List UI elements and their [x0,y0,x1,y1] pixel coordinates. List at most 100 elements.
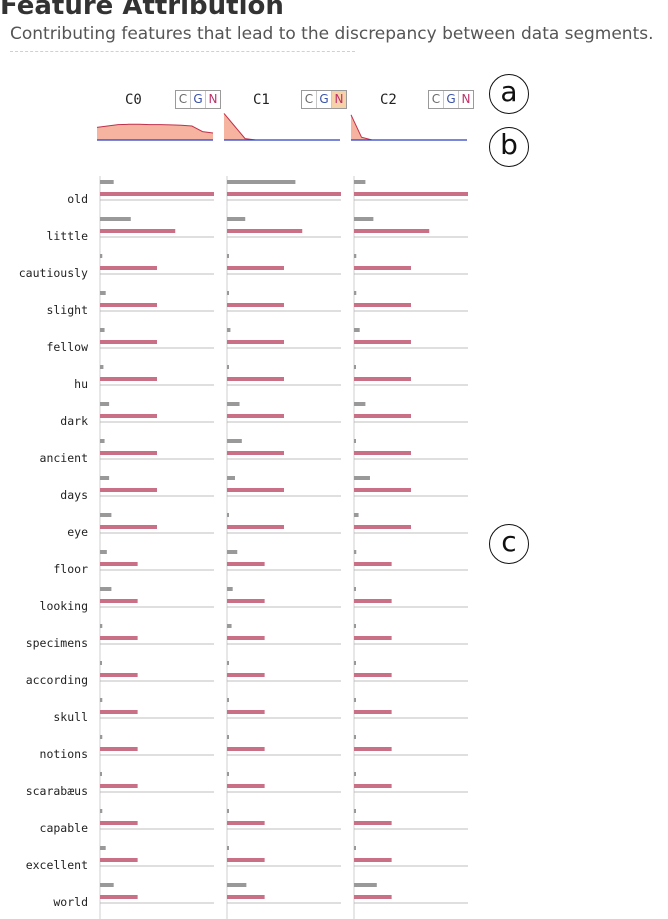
pink-bar-c0-fellow [100,340,157,344]
feature-label: notions [39,747,88,761]
gray-bar-c1-notions [227,735,229,739]
chart-title: Feature Attribution [0,0,284,21]
feature-label: world [53,895,88,909]
cgn-toggle-c0[interactable]: C G N [175,90,221,109]
gray-bar-c1-little [227,217,246,221]
gray-bar-c0-days [100,476,110,480]
pink-bar-c0-excellent [100,858,138,862]
gray-bar-c2-ancient [354,439,356,443]
pink-bar-c2-looking [354,599,392,603]
gray-bar-c2-old [354,180,366,184]
feature-label: ancient [39,451,88,465]
gray-bar-c1-cautiously [227,254,229,258]
gray-bar-c2-dark [354,402,366,406]
pink-bar-c0-skull [100,710,138,714]
pink-bar-c2-skull [354,710,392,714]
pink-bar-c1-hu [227,377,284,381]
column-title-c2: C2 [380,92,397,108]
pink-bar-c0-ancient [100,451,157,455]
pink-bar-c2-old [354,192,468,196]
gray-bar-c2-skull [354,698,356,702]
gray-bar-c1-slight [227,291,229,295]
pink-bar-c1-according [227,673,265,677]
pink-bar-c2-slight [354,303,411,307]
cgn-toggle-c2[interactable]: C G N [428,90,474,109]
cgn-toggle-c1[interactable]: C G N [301,90,347,109]
feature-label: specimens [25,636,88,650]
toggle-g[interactable]: G [191,91,206,108]
pink-bar-c0-capable [100,821,138,825]
gray-bar-c1-hu [227,365,229,369]
gray-bar-c1-fellow [227,328,231,332]
pink-bar-c1-cautiously [227,266,284,270]
gray-bar-c0-excellent [100,846,106,850]
gray-bar-c0-eye [100,513,112,517]
gray-bar-c2-fellow [354,328,360,332]
toggle-c[interactable]: C [302,91,317,108]
gray-bar-c1-scarabæus [227,772,229,776]
gray-bar-c0-according [100,661,102,665]
pink-bar-c1-looking [227,599,265,603]
sparkline-area-c0 [97,124,213,140]
gray-bar-c1-world [227,883,247,887]
pink-bar-c1-skull [227,710,265,714]
pink-bar-c0-specimens [100,636,138,640]
toggle-n[interactable]: N [332,91,346,108]
feature-label: floor [53,562,88,576]
column-title-c0: C0 [125,92,142,108]
feature-label: eye [67,525,88,539]
pink-bar-c1-scarabæus [227,784,265,788]
pink-bar-c2-little [354,229,430,233]
pink-bar-c2-floor [354,562,392,566]
feature-label: little [46,229,88,243]
gray-bar-c2-notions [354,735,356,739]
gray-bar-c0-skull [100,698,103,702]
pink-bar-c1-notions [227,747,265,751]
toggle-n[interactable]: N [208,92,218,106]
annotation-a: a [489,74,529,114]
pink-bar-c2-specimens [354,636,392,640]
pink-bar-c0-slight [100,303,157,307]
gray-bar-c0-floor [100,550,107,554]
pink-bar-c2-ancient [354,451,411,455]
pink-bar-c0-days [100,488,157,492]
pink-bar-c1-ancient [227,451,284,455]
pink-bar-c1-eye [227,525,284,529]
gray-bar-c2-world [354,883,377,887]
gray-bar-c0-world [100,883,114,887]
gray-bar-c2-scarabæus [354,772,356,776]
gray-bar-c2-days [354,476,370,480]
sparkline-area-c1 [224,113,340,140]
title-divider [10,51,355,52]
feature-label: cautiously [18,266,88,280]
toggle-c[interactable]: C [176,91,191,108]
pink-bar-c2-capable [354,821,392,825]
toggle-n[interactable]: N [461,92,471,106]
pink-bar-c1-little [227,229,303,233]
toggle-g[interactable]: G [317,91,332,108]
toggle-g[interactable]: G [444,91,459,108]
pink-bar-c1-days [227,488,284,492]
gray-bar-c0-fellow [100,328,105,332]
pink-bar-c2-according [354,673,392,677]
gray-bar-c1-excellent [227,846,229,850]
gray-bar-c2-hu [354,365,356,369]
feature-label: days [60,488,88,502]
gray-bar-c2-excellent [354,846,356,850]
sparkline-area-c2 [351,114,467,140]
pink-bar-c2-scarabæus [354,784,392,788]
gray-bar-c0-old [100,180,114,184]
gray-bar-c0-dark [100,402,110,406]
pink-bar-c0-looking [100,599,138,603]
feature-label: hu [74,377,88,391]
pink-bar-c2-eye [354,525,411,529]
gray-bar-c0-looking [100,587,112,591]
annotation-c: c [489,524,529,564]
pink-bar-c0-notions [100,747,138,751]
gray-bar-c2-little [354,217,374,221]
pink-bar-c0-hu [100,377,157,381]
pink-bar-c2-notions [354,747,392,751]
gray-bar-c1-skull [227,698,229,702]
gray-bar-c2-looking [354,587,356,591]
toggle-c[interactable]: C [429,91,444,108]
